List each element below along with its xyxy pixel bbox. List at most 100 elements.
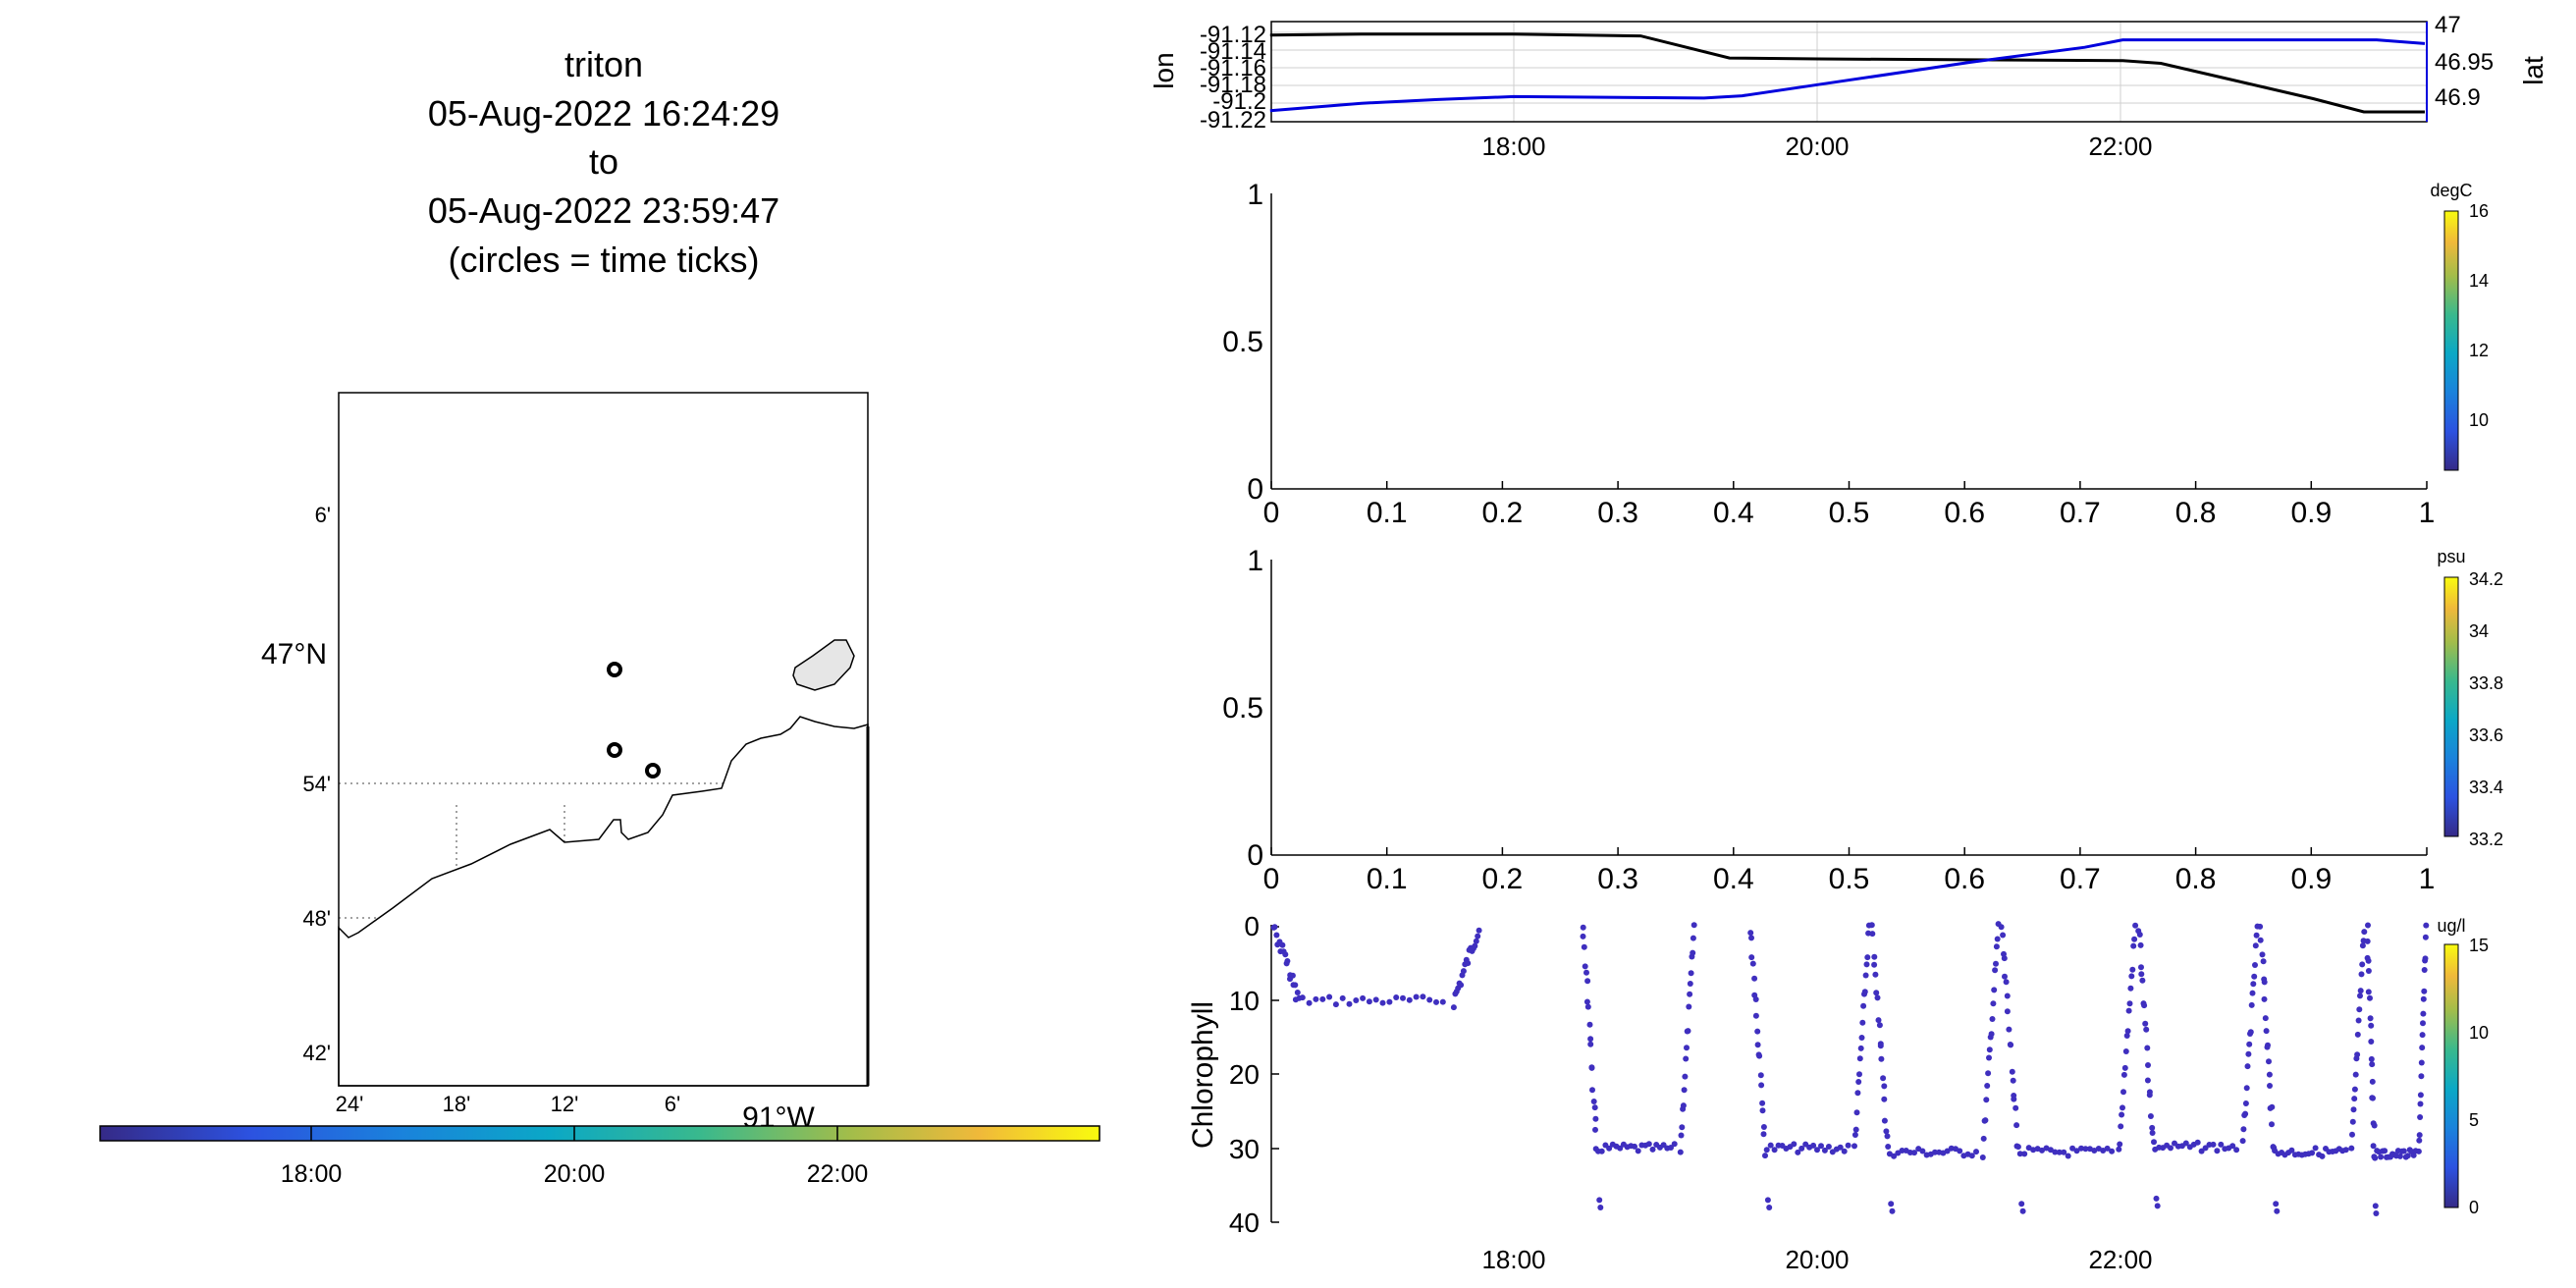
- time-colorbar-label: 20:00: [544, 1160, 606, 1188]
- chlorophyll-point: [1852, 1126, 1859, 1133]
- time-colorbar-label: 22:00: [807, 1160, 869, 1188]
- chlorophyll-point: [1366, 998, 1372, 1005]
- chlorophyll-point: [2139, 977, 2146, 984]
- temperature-colorbar-label: 14: [2469, 271, 2489, 291]
- chlorophyll-point: [2415, 1148, 2422, 1154]
- chlorophyll-point: [1583, 969, 1589, 976]
- time-tick-circle: [607, 662, 622, 677]
- chlorophyll-point: [1353, 997, 1360, 1003]
- chlorophyll-point: [1764, 1197, 1771, 1204]
- track-x-tick-label: 22:00: [2088, 132, 2152, 161]
- chlorophyll-point: [2214, 1148, 2221, 1154]
- time-tick-circle: [645, 763, 661, 778]
- chlorophyll-point: [1859, 1019, 1866, 1026]
- chlorophyll-point: [2242, 1110, 2249, 1117]
- chlorophyll-point: [1881, 1096, 1888, 1102]
- chlorophyll-point: [1885, 1144, 1892, 1150]
- chlorophyll-point: [1862, 972, 1869, 979]
- chlorophyll-point: [1989, 1016, 1996, 1022]
- chlorophyll-point: [2252, 962, 2258, 968]
- lat-tick-label: 46.9: [2435, 84, 2481, 111]
- chlorophyll-point: [1282, 951, 1289, 958]
- chlorophyll-point: [1294, 990, 1301, 995]
- temperature-x-tick-label: 0.2: [1482, 497, 1524, 529]
- chlorophyll-point: [2004, 993, 2011, 999]
- chlorophyll-point: [1875, 1017, 1882, 1024]
- title-line: 05-Aug-2022 16:24:29: [428, 93, 779, 134]
- map-lat-labels: 6' 47°N 54' 48' 42': [261, 503, 331, 1065]
- chlorophyll-point: [1968, 1153, 1975, 1159]
- chlorophyll-point: [2006, 1026, 2012, 1033]
- temperature-y-tick-label: 1: [1247, 179, 1263, 211]
- salinity-colorbar-label: 33.4: [2469, 778, 2503, 797]
- chlorophyll-point: [1984, 1083, 1991, 1089]
- chlorophyll-y-tick-label: 40: [1229, 1208, 1260, 1238]
- chlorophyll-point: [1877, 1043, 1884, 1049]
- chlorophyll-point: [2153, 1195, 2160, 1202]
- chlorophyll-point: [2357, 988, 2364, 994]
- chlorophyll-point: [2151, 1139, 2157, 1146]
- chlorophyll-point: [1279, 941, 1286, 948]
- island: [792, 639, 855, 691]
- chlorophyll-point: [2121, 1064, 2128, 1071]
- chlorophyll-point: [2120, 1071, 2127, 1078]
- chlorophyll-point: [2421, 967, 2428, 973]
- chlorophyll-point: [2127, 985, 2134, 992]
- salinity-y-tick-label: 1: [1247, 545, 1263, 577]
- chlorophyll-point: [1671, 1141, 1678, 1148]
- chlorophyll-point: [1992, 967, 1999, 974]
- salinity-x-tick-label: 0: [1263, 863, 1280, 895]
- chlorophyll-point: [1606, 1145, 1613, 1152]
- chlorophyll-point: [2365, 968, 2372, 974]
- chlorophyll-point: [1983, 1097, 1990, 1103]
- lat-axis-label: lat: [2518, 56, 2549, 85]
- chlorophyll-point: [2016, 1151, 2023, 1157]
- track-x-tick-labels: 18:00 20:00 22:00: [1481, 132, 2152, 161]
- chlorophyll-point: [2356, 1006, 2363, 1013]
- chlorophyll-point: [1433, 998, 1439, 1005]
- chlorophyll-colorbar-label: 0: [2469, 1198, 2479, 1217]
- time-tick-circles: [607, 662, 661, 778]
- chlorophyll-point: [2233, 1147, 2240, 1154]
- chlorophyll-point: [2257, 937, 2264, 943]
- salinity-y-tick-label: 0: [1247, 839, 1263, 872]
- chlorophyll-point: [1853, 1109, 1860, 1116]
- chlorophyll-point: [1752, 1012, 1759, 1019]
- temperature-x-tick-label: 0.3: [1597, 497, 1638, 529]
- chlorophyll-point: [1883, 1128, 1890, 1135]
- chlorophyll-point: [1584, 1003, 1591, 1010]
- chlorophyll-point: [2117, 1141, 2123, 1148]
- chlorophyll-point: [2274, 1208, 2281, 1214]
- chlorophyll-point: [2030, 1147, 2037, 1154]
- chlorophyll-point: [1760, 1124, 1767, 1130]
- chlorophyll-point: [1292, 982, 1299, 989]
- salinity-x-tick-label: 0.6: [1944, 863, 1985, 895]
- chlorophyll-point: [2350, 1106, 2357, 1113]
- chlorophyll-point: [1899, 1148, 1905, 1154]
- chlorophyll-point: [1617, 1145, 1624, 1152]
- chlorophyll-point: [2369, 1078, 2376, 1085]
- chlorophyll-point: [1677, 1149, 1684, 1155]
- salinity-colorbar-label: 34: [2469, 621, 2489, 641]
- chlorophyll-point: [1986, 1046, 1993, 1053]
- temperature-colorbar-label: 12: [2469, 341, 2489, 360]
- chlorophyll-point: [2018, 1201, 2025, 1208]
- chlorophyll-point: [1681, 1087, 1688, 1094]
- chlorophyll-point: [1587, 1036, 1594, 1043]
- chlorophyll-point: [2202, 1145, 2209, 1152]
- salinity-x-tick-label: 0.9: [2290, 863, 2332, 895]
- chlorophyll-point: [1668, 1145, 1674, 1151]
- chlorophyll-point: [2144, 1045, 2151, 1051]
- chlorophyll-point: [2370, 1143, 2377, 1150]
- chlorophyll-point: [1473, 938, 1479, 944]
- chlorophyll-point: [2348, 1145, 2355, 1152]
- time-tick-circle: [607, 742, 622, 758]
- chlorophyll-point: [2013, 1122, 2020, 1129]
- chlorophyll-point: [1582, 963, 1588, 970]
- salinity-x-tick-label: 0.7: [2060, 863, 2101, 895]
- chlorophyll-point: [1868, 922, 1875, 929]
- chlorophyll-point: [2369, 1061, 2376, 1068]
- chlorophyll-point: [2367, 994, 2373, 1001]
- chlorophyll-point: [2416, 1132, 2423, 1139]
- chlorophyll-point: [1932, 1149, 1938, 1155]
